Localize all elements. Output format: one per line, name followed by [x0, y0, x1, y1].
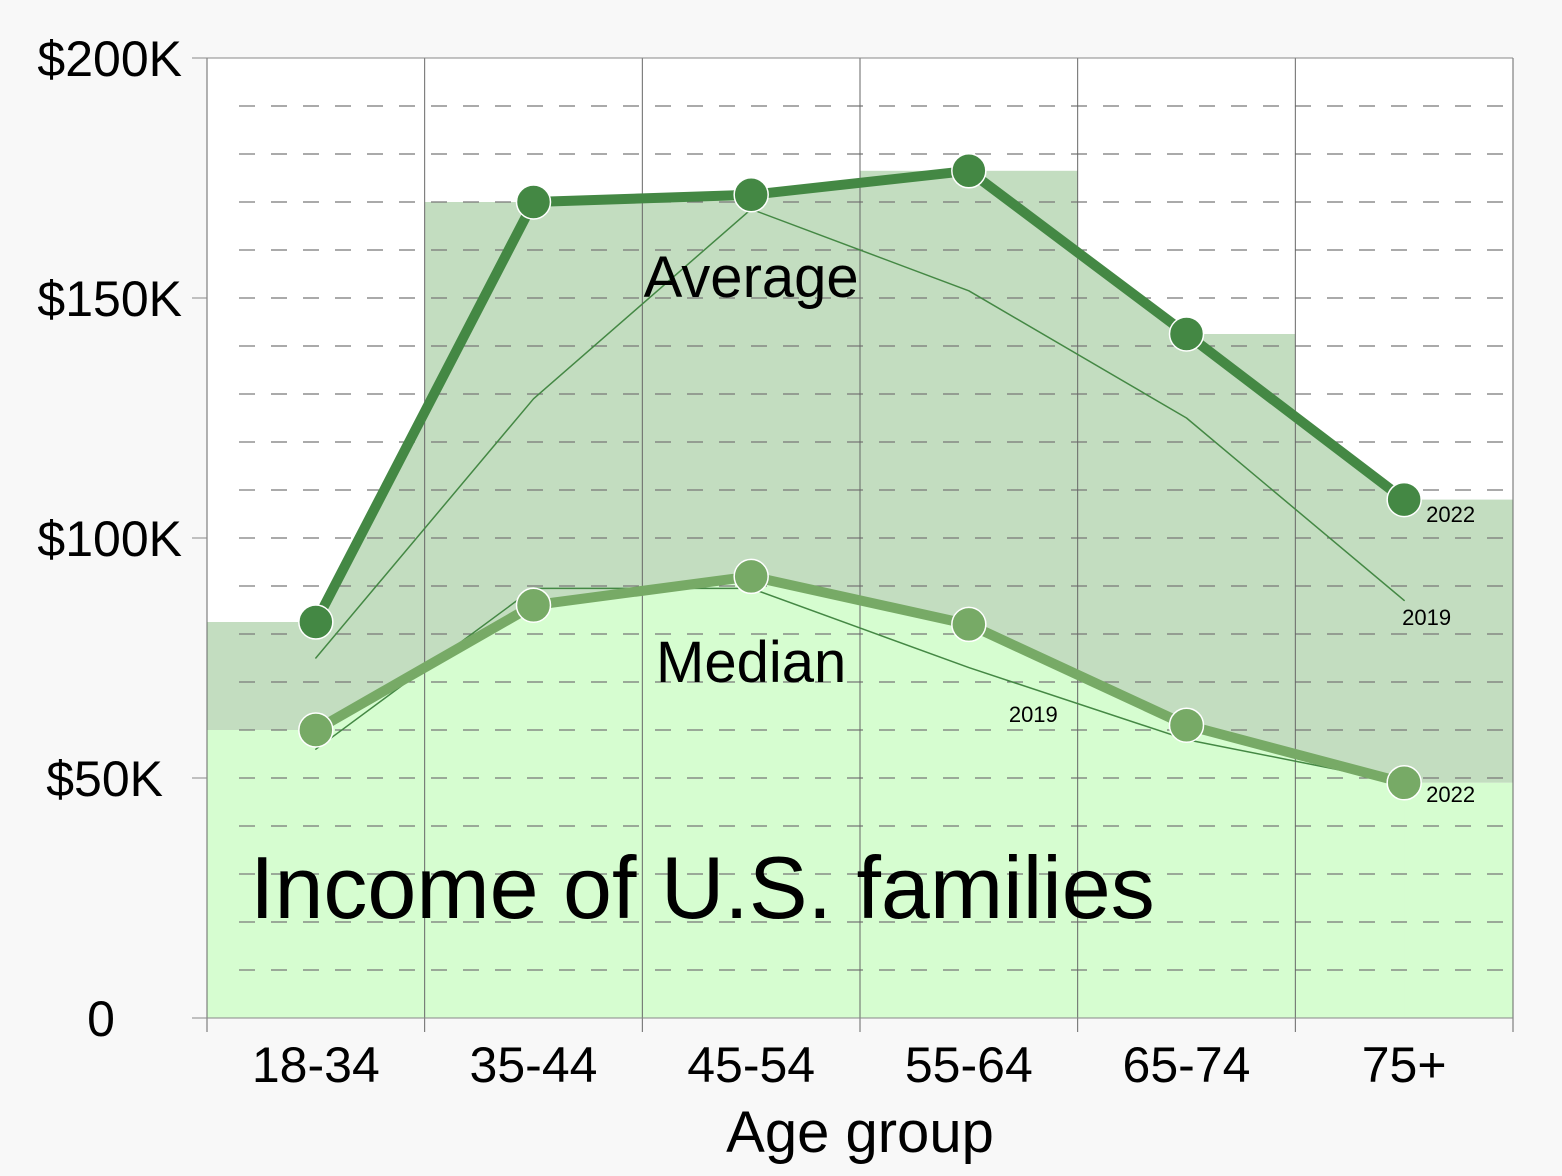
x-tick-label: 45-54 — [687, 1037, 815, 1093]
median-2022-point — [1386, 765, 1422, 801]
median-2022-point — [298, 712, 334, 748]
average-2022-line — [310, 165, 1410, 627]
median-2022-series-label: 2022 — [1426, 782, 1475, 807]
data-markers — [298, 153, 1422, 801]
chart-title: Income of U.S. families — [250, 838, 1155, 937]
axes: 0 $50K $100K $150K $200K 18-34 35-44 45-54 55-64… — [37, 31, 1513, 1165]
x-tick-label: 18-34 — [252, 1037, 380, 1093]
x-tick-label: 55-64 — [905, 1037, 1033, 1093]
average-2022-point — [1168, 316, 1205, 352]
x-tick-label: 65-74 — [1123, 1037, 1251, 1093]
median-group-label: Median — [656, 630, 846, 695]
series-lines — [310, 165, 1410, 788]
average-2019-line — [315, 208, 1405, 659]
x-axis-label: Age group — [726, 1100, 994, 1165]
y-tick-label: $200K — [37, 31, 182, 87]
median-2022-line — [310, 571, 1410, 788]
median-2022-point — [733, 558, 769, 595]
median-2019-line — [315, 587, 1405, 784]
y-tick-label: $100K — [37, 511, 182, 567]
x-tick-label: 35-44 — [470, 1037, 598, 1093]
grid-lines — [206, 57, 1514, 1032]
average-2022-point — [298, 604, 334, 640]
average-2022-point — [733, 177, 769, 213]
median-2022-point — [1168, 707, 1205, 743]
average-group-label: Average — [644, 245, 859, 310]
average-2019-series-label: 2019 — [1402, 605, 1451, 630]
x-tick-label: 75+ — [1362, 1037, 1447, 1093]
y-tick-label: 0 — [87, 991, 115, 1047]
median-2022-point — [951, 606, 987, 643]
y-tick-label: $50K — [46, 751, 163, 807]
average-2022-point — [1386, 481, 1422, 518]
annotations: Average Median 2022 2019 2019 2022 Income of U… — [250, 245, 1475, 937]
median-2022-point — [515, 587, 552, 623]
y-tick-label: $150K — [37, 271, 182, 327]
average-2022-point — [515, 184, 552, 220]
average-2022-point — [951, 153, 987, 189]
average-2022-series-label: 2022 — [1426, 502, 1475, 527]
median-2019-series-label: 2019 — [1009, 702, 1058, 727]
